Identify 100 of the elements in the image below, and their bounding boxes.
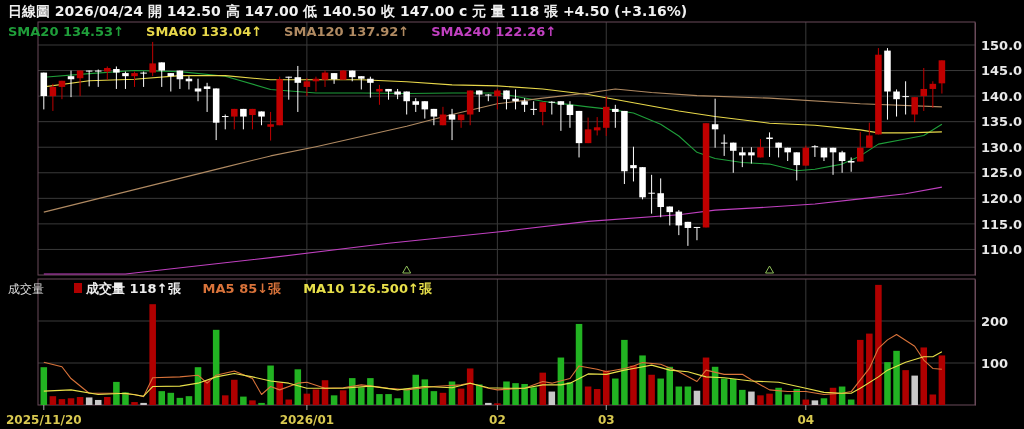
bar (312, 389, 320, 405)
candlestick (267, 111, 274, 142)
bar (131, 402, 138, 405)
bar (348, 378, 356, 405)
candlestick (94, 69, 102, 88)
bar (258, 402, 265, 405)
bar (285, 399, 293, 405)
bar (911, 375, 918, 405)
bar (67, 398, 75, 405)
bar (720, 378, 728, 405)
bar (729, 378, 737, 405)
bar (457, 388, 465, 405)
line-series (43, 186, 943, 275)
candlestick (285, 76, 293, 101)
text: SMA20 134.53↑ (8, 24, 125, 39)
bar (149, 304, 156, 405)
bar (920, 347, 928, 405)
y-tick-label: 140.0 (981, 88, 1023, 104)
candlestick (739, 146, 746, 168)
candlestick (902, 80, 909, 116)
x-tick-label: 04 (797, 412, 815, 427)
y-tick-label: 110.0 (981, 242, 1023, 258)
bar (367, 378, 374, 405)
candlestick (140, 71, 147, 88)
bar (466, 368, 474, 405)
bar (58, 399, 66, 405)
bar (231, 379, 238, 405)
bar (475, 384, 483, 405)
candlestick (303, 77, 311, 97)
y-tick-label: 145.0 (981, 63, 1023, 79)
candlestick (729, 142, 737, 174)
candlestick (593, 116, 601, 136)
text: MA5 85↓張 (202, 281, 283, 296)
bar (884, 362, 891, 405)
candlestick (376, 84, 383, 106)
bar (648, 374, 655, 405)
bar (657, 378, 664, 405)
bar (40, 367, 48, 405)
bar (784, 394, 791, 405)
text: SMA120 137.92↑ (284, 24, 410, 39)
candlestick (838, 150, 846, 174)
bar (167, 392, 175, 405)
bar (793, 389, 801, 405)
candlestick (557, 100, 565, 132)
candlestick (630, 146, 637, 182)
candlestick (929, 80, 937, 109)
bar (539, 372, 547, 405)
candlestick (367, 76, 374, 99)
candlestick (113, 65, 120, 90)
candlestick (149, 41, 156, 77)
bar (766, 393, 773, 405)
bar (893, 350, 900, 405)
candlestick (866, 122, 873, 149)
candlestick (539, 101, 547, 126)
bar (158, 391, 165, 405)
y-tick-label: 100 (981, 355, 1009, 371)
bar (775, 387, 782, 405)
text: MA10 126.500↑張 (303, 281, 433, 296)
candlestick (911, 96, 918, 123)
bar (85, 397, 93, 405)
bar (113, 381, 120, 405)
bar (748, 391, 755, 405)
bar (593, 389, 601, 405)
bar (866, 333, 873, 405)
y-tick-label: 130.0 (981, 139, 1023, 155)
candlestick (711, 98, 719, 149)
x-tick-label: 2026/01 (279, 412, 335, 427)
candlestick (793, 151, 801, 181)
y-tick-label: 120.0 (981, 190, 1023, 206)
candlestick (612, 104, 619, 129)
text: SMA60 133.04↑ (146, 24, 263, 39)
bar (330, 395, 338, 405)
bar (249, 400, 256, 405)
bar (394, 398, 401, 405)
bar (621, 339, 628, 405)
candlestick (648, 174, 655, 215)
bar (221, 395, 229, 405)
candlestick (893, 88, 900, 118)
candlestick (602, 95, 610, 137)
bar (739, 389, 746, 405)
bar (639, 355, 646, 405)
legend-label: 成交量 118↑張 (85, 281, 182, 296)
bar (267, 365, 274, 405)
bar (376, 394, 383, 405)
bar (485, 402, 492, 405)
x-tick-label: 03 (597, 412, 615, 427)
bar (430, 391, 438, 405)
bar (104, 397, 111, 405)
chart-title: 日線圖 2026/04/24 開 142.50 高 147.00 低 140.50 收 147.00 c 元 量 118 張 +4.50 (+3.16%) (8, 3, 688, 19)
bar (512, 383, 519, 405)
candlestick (566, 100, 574, 129)
candlestick (856, 131, 864, 163)
y-tick-label: 135.0 (981, 114, 1023, 130)
candlestick (494, 88, 501, 110)
y-tick-label: 115.0 (981, 216, 1023, 232)
candlestick (503, 89, 510, 110)
candlestick (194, 78, 202, 102)
candlestick (584, 117, 592, 144)
bar (602, 370, 610, 405)
bar (140, 402, 147, 405)
